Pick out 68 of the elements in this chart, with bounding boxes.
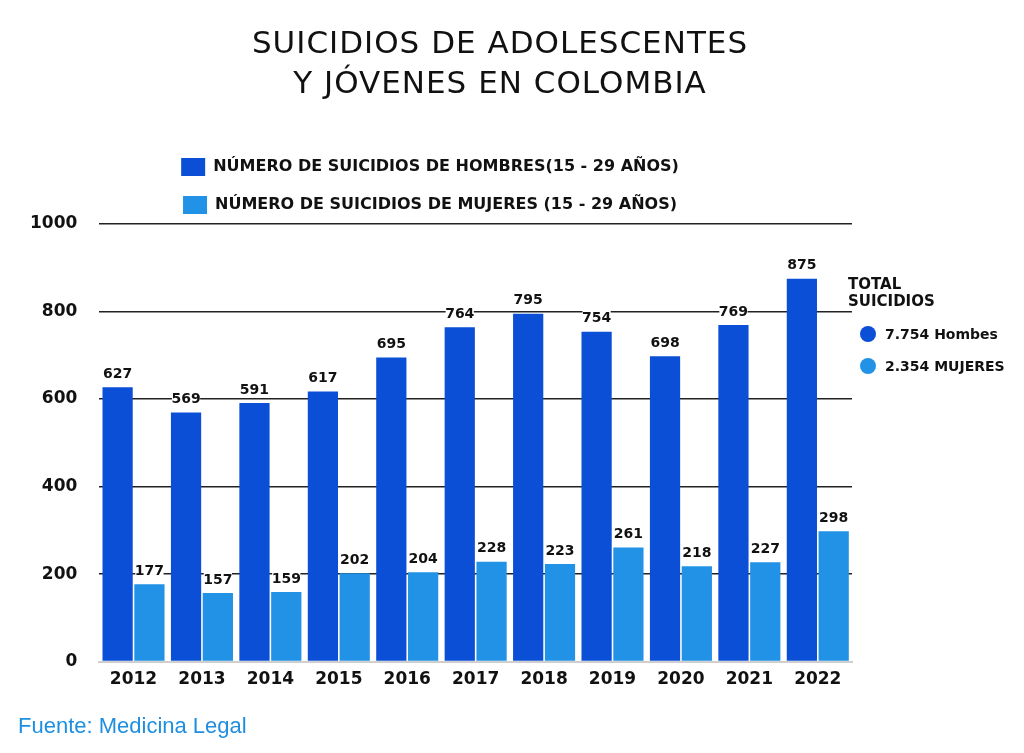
data-label: 769 [718,302,749,319]
bar [750,562,781,661]
data-label: 177 [134,561,165,578]
bar [581,331,612,661]
annotation: TOTAL SUICIDIOS [848,275,936,310]
data-label: 228 [476,539,507,556]
data-label: 764 [445,304,475,321]
y-tick-label: 600 [41,387,78,408]
data-label: 627 [103,364,133,381]
x-tick-label: 2017 [451,668,500,689]
bar [307,391,339,661]
x-tick-label: 2015 [315,668,363,689]
bar [339,573,370,661]
bar [718,325,749,661]
bar [134,584,165,661]
x-tick-label: 2016 [383,668,431,689]
data-label: 695 [376,335,406,352]
x-tick-label: 2020 [657,668,705,689]
x-tick-label: 2018 [520,668,568,689]
data-label: 875 [787,256,817,273]
bar [170,412,202,661]
y-tick-label: 0 [65,650,78,671]
chart-title: SUICIDIOS DE ADOLESCENTES Y JÓVENES EN COLOMBIA [250,23,750,102]
text: 7.754 Hombes [885,326,998,342]
data-label: 617 [308,369,338,386]
text: 2.354 MUJERES [885,358,1005,374]
data-label: 202 [340,550,370,567]
bar [786,278,817,661]
bar [202,592,233,661]
y-tick-label: 400 [41,474,78,495]
source-note: Fuente: Medicina Legal [18,713,247,739]
data-label: 754 [581,309,612,326]
data-label: 218 [682,543,712,560]
data-label: 795 [513,291,543,308]
bar [681,566,712,661]
y-tick-label: 1000 [29,212,78,233]
bar [444,327,475,661]
data-label: 157 [203,570,233,587]
bar [376,357,407,661]
data-label: 223 [545,541,575,558]
legend-label: NÚMERO DE SUICIDIOS DE HOMBRES(15 - 29 AÑOS) [213,156,679,176]
data-label: 298 [819,508,849,525]
bar [271,592,302,661]
bar [613,547,644,661]
data-label: 159 [271,569,301,586]
data-label: 204 [408,549,439,566]
y-tick-label: 200 [41,562,78,583]
data-label: 591 [239,380,270,397]
legend-label: NÚMERO DE SUICIDIOS DE MUJERES (15 - 29 AÑOS) [215,194,677,214]
x-tick-label: 2021 [725,668,774,689]
x-tick-label: 2019 [588,668,637,689]
bar [239,402,270,661]
data-label: 698 [650,333,680,350]
data-label: 569 [171,390,201,407]
bar [818,531,849,661]
x-tick-label: 2014 [246,668,295,689]
bar [513,313,544,661]
data-label: 261 [613,525,644,542]
x-tick-label: 2013 [178,668,226,689]
bar [476,561,507,661]
y-tick-label: 800 [41,299,78,320]
bar [649,356,681,661]
x-tick-label: 2022 [794,668,842,689]
x-tick-label: 2012 [109,668,158,689]
bar [544,564,576,661]
data-label: 227 [750,539,780,556]
bar [408,572,439,661]
bar [102,387,133,661]
